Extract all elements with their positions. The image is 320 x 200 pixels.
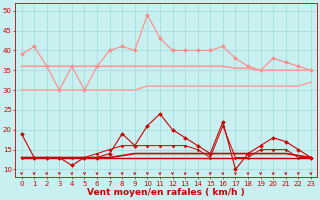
X-axis label: Vent moyen/en rafales ( km/h ): Vent moyen/en rafales ( km/h ) — [87, 188, 245, 197]
